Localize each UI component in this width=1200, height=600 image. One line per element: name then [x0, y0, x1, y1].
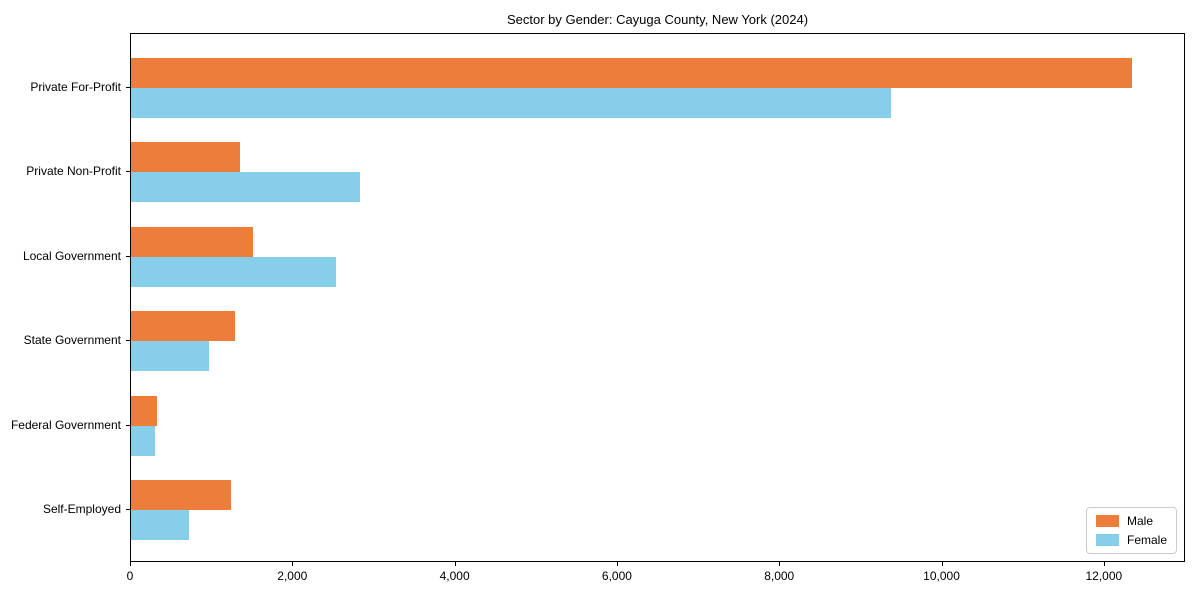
ytick-label: Private For-Profit [30, 80, 121, 94]
bar-male-2 [131, 142, 240, 173]
ytick-mark [126, 87, 130, 88]
xtick-label: 10,000 [923, 569, 960, 583]
ytick-label: Self-Employed [42, 502, 121, 516]
xtick-mark [1103, 562, 1105, 566]
male-color-swatch [1095, 515, 1119, 527]
legend-label-male: Male [1126, 514, 1153, 528]
ytick-label: Federal Government [10, 417, 121, 432]
xtick-label: 6,000 [601, 569, 632, 583]
xtick-label: 4,000 [439, 569, 470, 583]
chart-title: Sector by Gender: Cayuga County, New Yor… [506, 12, 809, 27]
xtick-mark [130, 562, 131, 566]
xtick-mark [616, 562, 618, 566]
bar-female-5 [131, 425, 156, 456]
bar-female-6 [131, 510, 190, 540]
ytick-label: State Government [23, 333, 121, 348]
bar-male-5 [131, 395, 157, 426]
legend-label-female: Female [1126, 533, 1167, 547]
xtick-mark [779, 562, 781, 566]
ytick-mark [126, 255, 130, 257]
xtick-label: 12,000 [1085, 569, 1123, 583]
bar-female-3 [131, 256, 336, 287]
xtick-label: 2,000 [277, 569, 308, 583]
ytick-mark [126, 171, 130, 173]
xtick-mark [454, 562, 456, 566]
legend: Male Female [1085, 507, 1177, 554]
bar-male-6 [131, 480, 232, 510]
bar-male-1 [131, 58, 1133, 88]
ytick-mark [126, 424, 130, 426]
legend-item-female: Female [1095, 533, 1167, 547]
female-color-swatch [1095, 534, 1119, 546]
bar-female-1 [131, 88, 891, 118]
xtick-label: 0 [126, 569, 134, 583]
ytick-label: Local Government [22, 248, 121, 263]
ytick-label: Private Non-Profit [26, 164, 121, 179]
plot-area: Male Female [130, 33, 1185, 562]
ytick-mark [126, 509, 130, 510]
xtick-mark [292, 562, 294, 566]
bar-female-2 [131, 172, 361, 203]
ytick-mark [126, 340, 130, 342]
xtick-label: 8,000 [764, 569, 795, 583]
legend-item-male: Male [1095, 514, 1167, 528]
xtick-mark [941, 562, 943, 566]
bar-male-4 [131, 311, 235, 342]
bar-female-4 [131, 341, 209, 372]
bar-male-3 [131, 226, 254, 257]
